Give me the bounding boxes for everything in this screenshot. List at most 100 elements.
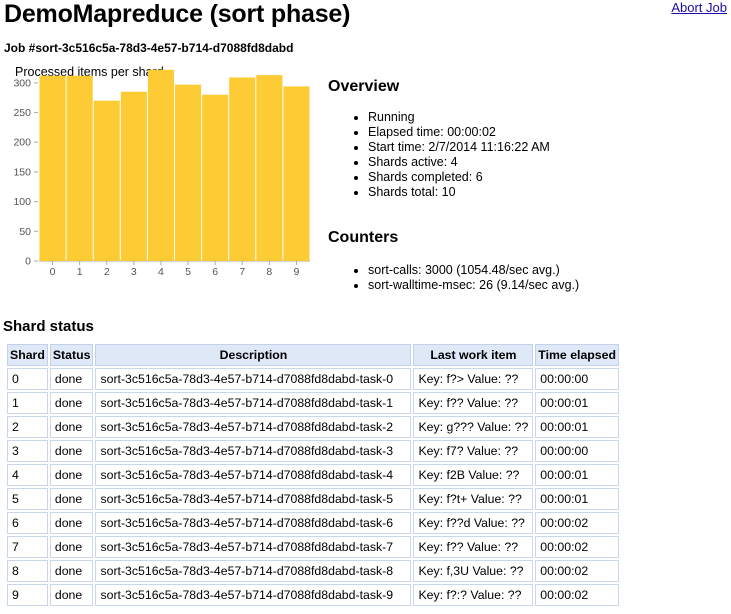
chart-bar — [202, 94, 229, 261]
cell-description: sort-3c516c5a-78d3-4e57-b714-d7088fd8dab… — [95, 488, 412, 510]
overview-start-time: Start time: 2/7/2014 11:16:22 AM — [368, 140, 550, 155]
cell-time-elapsed: 00:00:01 — [535, 392, 619, 414]
overview-list: Running Elapsed time: 00:00:02 Start tim… — [328, 110, 550, 200]
overview-heading: Overview — [328, 78, 400, 95]
table-row: 1 done sort-3c516c5a-78d3-4e57-b714-d7088f… — [7, 392, 619, 414]
cell-shard: 9 — [7, 584, 48, 606]
y-tick-label: 300 — [13, 77, 31, 89]
abort-job-link[interactable]: Abort Job — [671, 0, 727, 15]
cell-time-elapsed: 00:00:00 — [535, 368, 619, 390]
cell-time-elapsed: 00:00:02 — [535, 512, 619, 534]
cell-shard: 3 — [7, 440, 48, 462]
cell-time-elapsed: 00:00:01 — [535, 464, 619, 486]
table-row: 7 done sort-3c516c5a-78d3-4e57-b714-d7088f… — [7, 536, 619, 558]
chart-bar — [256, 75, 283, 261]
chart-bar — [147, 69, 174, 261]
counters-heading: Counters — [328, 229, 399, 246]
cell-last-work-item: Key: f?t+ Value: ?? — [413, 488, 534, 510]
column-header-last-work-item: Last work item — [413, 344, 534, 366]
cell-time-elapsed: 00:00:02 — [535, 536, 619, 558]
overview-elapsed-time: Elapsed time: 00:00:02 — [368, 125, 550, 140]
table-row: 6 done sort-3c516c5a-78d3-4e57-b714-d7088f… — [7, 512, 619, 534]
cell-status: done — [49, 536, 94, 558]
cell-shard: 4 — [7, 464, 48, 486]
x-tick-label: 9 — [294, 266, 300, 278]
cell-time-elapsed: 00:00:01 — [535, 488, 619, 510]
cell-shard: 0 — [7, 368, 48, 390]
cell-last-work-item: Key: f7? Value: ?? — [413, 440, 534, 462]
overview-shards-active: Shards active: 4 — [368, 155, 550, 170]
cell-description: sort-3c516c5a-78d3-4e57-b714-d7088fd8dab… — [95, 440, 412, 462]
y-tick-label: 200 — [13, 137, 31, 149]
cell-time-elapsed: 00:00:02 — [535, 584, 619, 606]
cell-shard: 8 — [7, 560, 48, 582]
chart-bar — [175, 84, 202, 262]
cell-last-work-item: Key: g??? Value: ?? — [413, 416, 534, 438]
cell-status: done — [49, 392, 94, 414]
chart-bar — [283, 86, 310, 261]
table-row: 2 done sort-3c516c5a-78d3-4e57-b714-d7088f… — [7, 416, 619, 438]
cell-description: sort-3c516c5a-78d3-4e57-b714-d7088fd8dab… — [95, 464, 412, 486]
processed-items-chart: Processed items per shard050100150200250… — [13, 65, 310, 278]
x-tick-label: 2 — [104, 266, 110, 278]
job-id: Job #sort-3c516c5a-78d3-4e57-b714-d7088f… — [4, 41, 294, 55]
cell-time-elapsed: 00:00:02 — [535, 560, 619, 582]
x-tick-label: 0 — [50, 266, 56, 278]
table-row: 5 done sort-3c516c5a-78d3-4e57-b714-d7088f… — [7, 488, 619, 510]
cell-description: sort-3c516c5a-78d3-4e57-b714-d7088fd8dab… — [95, 536, 412, 558]
counters-list: sort-calls: 3000 (1054.48/sec avg.) sort… — [328, 263, 579, 293]
cell-status: done — [49, 512, 94, 534]
column-header-shard: Shard — [7, 344, 48, 366]
y-tick-label: 250 — [13, 107, 31, 119]
cell-last-work-item: Key: f?? Value: ?? — [413, 392, 534, 414]
overview-shards-completed: Shards completed: 6 — [368, 170, 550, 185]
table-row: 4 done sort-3c516c5a-78d3-4e57-b714-d7088f… — [7, 464, 619, 486]
y-tick-label: 50 — [19, 226, 31, 238]
x-tick-label: 4 — [158, 266, 164, 278]
column-header-time-elapsed: Time elapsed — [535, 344, 619, 366]
chart-bar — [120, 91, 147, 261]
cell-time-elapsed: 00:00:00 — [535, 440, 619, 462]
cell-shard: 2 — [7, 416, 48, 438]
x-tick-label: 5 — [185, 266, 191, 278]
x-tick-label: 8 — [266, 266, 272, 278]
cell-status: done — [49, 440, 94, 462]
cell-shard: 1 — [7, 392, 48, 414]
cell-description: sort-3c516c5a-78d3-4e57-b714-d7088fd8dab… — [95, 368, 412, 390]
y-tick-label: 0 — [25, 256, 31, 268]
chart-bar — [39, 75, 66, 261]
cell-status: done — [49, 488, 94, 510]
shard-status-heading: Shard status — [3, 318, 94, 335]
column-header-status: Status — [49, 344, 94, 366]
cell-status: done — [49, 416, 94, 438]
column-header-description: Description — [95, 344, 412, 366]
table-row: 0 done sort-3c516c5a-78d3-4e57-b714-d7088f… — [7, 368, 619, 390]
cell-last-work-item: Key: f?> Value: ?? — [413, 368, 534, 390]
table-row: 8 done sort-3c516c5a-78d3-4e57-b714-d7088f… — [7, 560, 619, 582]
counter-sort-calls: sort-calls: 3000 (1054.48/sec avg.) — [368, 263, 579, 278]
chart-bar — [66, 75, 93, 261]
overview-section: Overview Running Elapsed time: 00:00:02 … — [328, 78, 550, 200]
y-tick-label: 100 — [13, 196, 31, 208]
cell-status: done — [49, 560, 94, 582]
cell-last-work-item: Key: f2B Value: ?? — [413, 464, 534, 486]
cell-description: sort-3c516c5a-78d3-4e57-b714-d7088fd8dab… — [95, 416, 412, 438]
chart-title: Processed items per shard — [15, 65, 164, 79]
table-row: 9 done sort-3c516c5a-78d3-4e57-b714-d7088f… — [7, 584, 619, 606]
shard-status-table: Shard Status Description Last work item … — [5, 342, 621, 608]
cell-shard: 5 — [7, 488, 48, 510]
x-tick-label: 6 — [212, 266, 218, 278]
cell-description: sort-3c516c5a-78d3-4e57-b714-d7088fd8dab… — [95, 584, 412, 606]
cell-last-work-item: Key: f??d Value: ?? — [413, 512, 534, 534]
y-tick-label: 150 — [13, 166, 31, 178]
x-tick-label: 1 — [77, 266, 83, 278]
cell-description: sort-3c516c5a-78d3-4e57-b714-d7088fd8dab… — [95, 560, 412, 582]
chart-bar — [229, 77, 256, 261]
cell-last-work-item: Key: f?? Value: ?? — [413, 536, 534, 558]
table-row: 3 done sort-3c516c5a-78d3-4e57-b714-d7088f… — [7, 440, 619, 462]
overview-status: Running — [368, 110, 550, 125]
x-tick-label: 7 — [239, 266, 245, 278]
chart-bar — [93, 100, 120, 262]
cell-time-elapsed: 00:00:01 — [535, 416, 619, 438]
counter-sort-walltime: sort-walltime-msec: 26 (9.14/sec avg.) — [368, 278, 579, 293]
